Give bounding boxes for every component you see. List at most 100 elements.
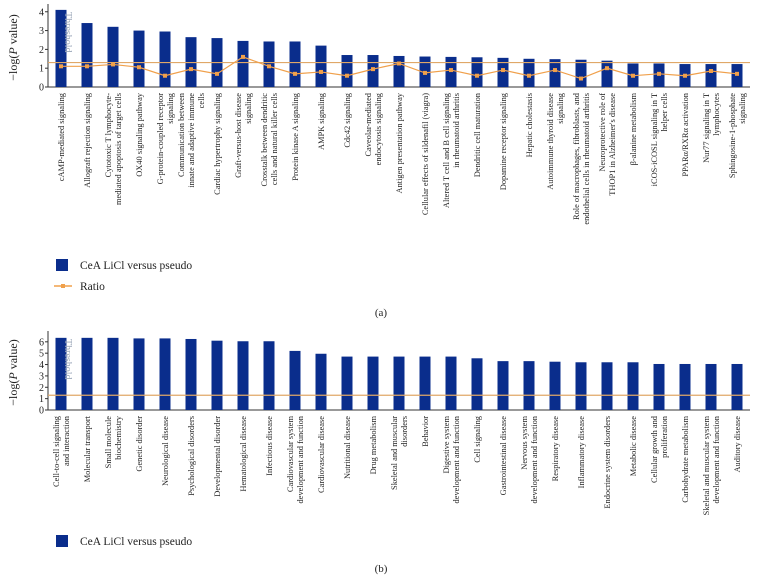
bar-10 <box>289 350 301 410</box>
category-label-line: Behavior <box>421 416 430 447</box>
category-label-6: Communication betweeninnate and adaptive… <box>177 92 206 187</box>
legend-label-bar: CeA LiCl versus pseudo <box>80 536 192 548</box>
category-label-line: Respiratory disease <box>551 416 560 482</box>
y-tick-label: 3 <box>39 26 44 37</box>
ratio-point-20 <box>553 68 557 73</box>
category-label-line: Developmental disorder <box>213 416 222 497</box>
category-label-line: Cell signaling <box>473 415 482 463</box>
category-label-line: Cell-to-cell signaling <box>52 415 61 487</box>
category-label-line: mediated apoptosis of target cells <box>114 93 123 205</box>
category-label-12: Nutritional disease <box>343 416 352 479</box>
category-label-line: signaling <box>244 92 253 124</box>
bar-26 <box>705 363 717 410</box>
threshold-label: Threshold <box>62 12 73 53</box>
ratio-point-18 <box>501 68 505 73</box>
category-label-15: Behavior <box>421 416 430 447</box>
category-label-line: Inflammatory disease <box>577 416 586 489</box>
category-label-26: Nur77 signaling in Tlymphocytes <box>702 93 721 163</box>
category-label-line: Carbohydrate metabolism <box>681 416 690 503</box>
category-label-line: Cardiac hypertrophy signaling <box>213 92 222 195</box>
category-label-line: disorders <box>400 416 409 447</box>
category-label-line: Cytotoxic T lymphocyte- <box>104 93 113 178</box>
category-label-line: Cellular growth and <box>650 415 659 483</box>
category-label-line: development and function <box>712 415 721 503</box>
bar-10 <box>289 41 301 87</box>
category-label-line: cells <box>197 93 206 108</box>
category-label-7: Cardiac hypertrophy signaling <box>213 92 222 195</box>
threshold-label: Threshold <box>62 339 73 380</box>
category-label-line: helper cells <box>660 93 669 131</box>
bar-19 <box>523 58 535 87</box>
ratio-point-24 <box>657 71 661 76</box>
ratio-point-25 <box>683 73 687 78</box>
bar-2 <box>81 23 93 87</box>
bar-27 <box>731 363 743 410</box>
bar-12 <box>341 55 353 87</box>
category-label-line: Neuroprotective role of <box>598 93 607 172</box>
panel-label: (b) <box>375 563 388 575</box>
category-label-13: Caveolar-mediatedendocytosis signaling <box>364 92 383 165</box>
category-label-line: Hepatic cholestasis <box>525 93 534 157</box>
ratio-point-27 <box>735 71 739 76</box>
category-label-line: Allograft rejection signaling <box>83 92 92 188</box>
category-label-15: Cellular effects of sildenafil (viagra) <box>421 93 430 215</box>
category-label-line: Cardiovascular disease <box>317 416 326 493</box>
category-label-line: signaling <box>556 92 565 124</box>
category-label-line: innate and adaptive immune <box>187 93 196 188</box>
category-label-line: Nur77 signaling in T <box>702 93 711 163</box>
bar-21 <box>575 59 587 87</box>
y-axis-label-italic: P <box>6 372 20 381</box>
y-axis-label-italic: P <box>6 47 20 56</box>
bar-20 <box>549 59 561 87</box>
category-label-line: cells and natural killer cells <box>270 93 279 185</box>
category-label-5: Neurological disease <box>161 416 170 486</box>
ratio-point-5 <box>163 73 167 78</box>
category-label-14: Skeletal and musculardisorders <box>390 416 409 490</box>
category-label-line: Genetic disorder <box>135 416 144 472</box>
y-tick-label: 0 <box>39 83 44 94</box>
category-label-25: PPARα/RXRα activation <box>681 92 690 176</box>
y-tick-label: 4 <box>39 7 44 18</box>
chart-panel-a: 0 1 2 3 4 −log(P value) Threshold cAMP-mediated… <box>6 4 750 319</box>
ratio-point-21 <box>579 76 583 81</box>
bar-17 <box>471 57 483 87</box>
category-label-line: Endocrine system disorders <box>603 416 612 509</box>
category-label-line: in rheumatoid arthritis <box>452 93 461 168</box>
bar-24 <box>653 363 665 410</box>
category-label-line: Altered T cell and B cell signaling <box>442 92 451 208</box>
bar-12 <box>341 356 353 410</box>
category-label-line: THOP1 in Alzheimer's disease <box>608 93 617 196</box>
category-label-24: iCOS-iCOSL signaling in Thelper cells <box>650 93 669 186</box>
ratio-point-13 <box>371 67 375 72</box>
ratio-point-10 <box>293 71 297 76</box>
legend-swatch-bar <box>56 259 68 271</box>
category-label-2: Allograft rejection signaling <box>83 92 92 188</box>
y-axis-label: −log(P value) <box>6 339 20 405</box>
bar-4 <box>133 338 145 410</box>
category-label-line: proliferation <box>660 415 669 458</box>
category-label-line: Cardiovascular system <box>286 416 295 493</box>
category-label-line: Hematological disease <box>239 416 248 492</box>
y-axis-label: −log(P value) <box>6 14 20 80</box>
category-label-line: G-protein-coupled receptor <box>156 93 165 185</box>
category-label-12: Cdc42 signaling <box>343 92 352 147</box>
ratio-point-8 <box>241 54 245 59</box>
bar-5 <box>159 31 171 88</box>
category-label-1: cAMP-mediated signaling <box>57 92 66 181</box>
bar-23 <box>627 362 639 410</box>
bar-1 <box>55 337 67 410</box>
category-label-3: Cytotoxic T lymphocyte-mediated apoptosi… <box>104 93 123 205</box>
category-label-23: Metabolic disease <box>629 416 638 477</box>
category-label-4: Genetic disorder <box>135 416 144 472</box>
category-label-9: Infectious disease <box>265 416 274 476</box>
category-label-line: Auditory disease <box>733 416 742 473</box>
category-label-line: Digestive system <box>442 416 451 474</box>
category-label-line: PPARα/RXRα activation <box>681 92 690 176</box>
bar-22 <box>601 362 613 410</box>
category-label-line: Molecular transport <box>83 415 92 482</box>
ratio-point-15 <box>423 70 427 75</box>
ratio-point-26 <box>709 69 713 74</box>
ratio-point-12 <box>345 73 349 78</box>
legend-label-bar: CeA LiCl versus pseudo <box>80 260 192 272</box>
ratio-point-7 <box>215 71 219 76</box>
